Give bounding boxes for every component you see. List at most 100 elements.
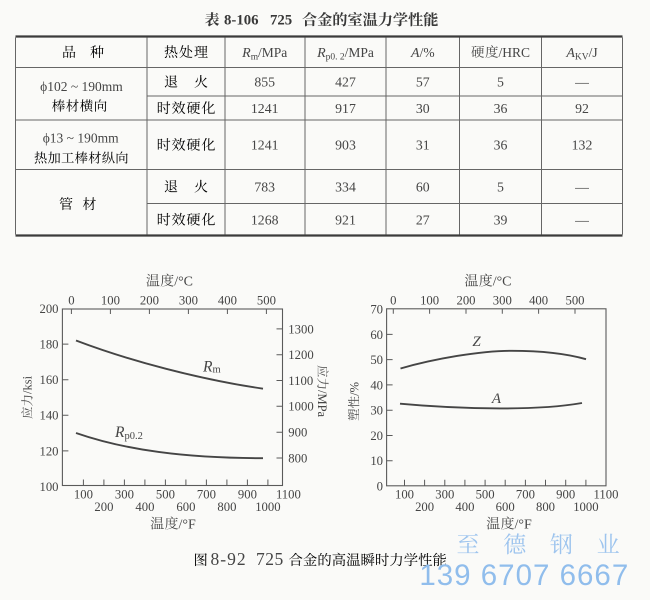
svg-text:0: 0 [377,479,383,493]
svg-text:31: 31 [416,138,430,153]
svg-text:600: 600 [176,500,195,514]
svg-text:1100: 1100 [288,374,313,388]
svg-text:/ksi: /ksi [21,375,35,394]
svg-text:60: 60 [370,328,383,342]
svg-text:855: 855 [254,75,275,90]
svg-text:/%: /% [347,382,361,396]
svg-text:50: 50 [370,353,383,367]
svg-text:700: 700 [197,488,216,502]
svg-text:92: 92 [575,101,589,116]
svg-text:100: 100 [420,293,439,307]
svg-text:p0. 2: p0. 2 [326,52,345,62]
svg-text:900: 900 [288,426,307,440]
svg-text:/%: /% [420,45,435,60]
svg-text:783: 783 [254,179,275,194]
svg-text:200: 200 [415,500,434,514]
svg-text:ϕ13 ~ 190mm: ϕ13 ~ 190mm [43,131,119,146]
svg-text:180: 180 [39,338,58,352]
svg-text:132: 132 [572,138,593,153]
svg-text:500: 500 [156,488,175,502]
svg-text:100: 100 [395,488,414,502]
svg-text:800: 800 [217,500,236,514]
svg-text:200: 200 [456,293,475,307]
svg-text:—: — [574,179,589,194]
svg-text:/MPa: /MPa [315,390,329,418]
svg-text:R: R [241,46,251,61]
svg-text:1241: 1241 [251,138,279,153]
svg-text:800: 800 [536,500,555,514]
svg-text:800: 800 [288,451,307,465]
svg-text:1300: 1300 [288,322,313,336]
svg-text:334: 334 [335,179,356,194]
svg-text:/MPa: /MPa [258,45,287,60]
svg-text:/°F: /°F [179,517,196,532]
svg-text:917: 917 [335,101,356,116]
svg-text:36: 36 [494,101,508,116]
svg-text:200: 200 [140,293,159,307]
svg-text:30: 30 [416,101,430,116]
svg-text:600: 600 [496,500,515,514]
svg-text:100: 100 [101,293,120,307]
svg-text:300: 300 [115,488,134,502]
svg-text:ϕ102 ~ 190mm: ϕ102 ~ 190mm [40,79,123,94]
svg-text:100: 100 [39,480,58,494]
svg-text:/°C: /°C [493,275,512,290]
svg-text:m: m [251,52,259,62]
svg-text:/J: /J [589,45,598,60]
svg-text:R: R [202,358,213,375]
svg-text:8-106: 8-106 [224,13,259,29]
svg-text:5: 5 [497,179,504,194]
svg-text:427: 427 [335,75,356,90]
svg-text:R: R [114,424,125,441]
svg-text:57: 57 [416,75,430,90]
svg-text:1268: 1268 [251,212,279,227]
svg-text:0: 0 [390,293,396,307]
svg-text:Z: Z [472,334,481,350]
svg-text:/MPa: /MPa [345,45,374,60]
svg-text:40: 40 [370,378,383,392]
svg-text:—: — [574,75,589,90]
svg-text:500: 500 [565,293,584,307]
svg-text:10: 10 [370,454,383,468]
svg-text:/°F: /°F [515,517,532,532]
svg-text:1241: 1241 [251,101,279,116]
svg-text:A: A [565,46,575,61]
svg-text:R: R [316,46,326,61]
svg-text:39: 39 [494,212,508,227]
svg-text:139 6707 6667: 139 6707 6667 [419,559,629,592]
svg-text:900: 900 [556,488,575,502]
svg-text:60: 60 [416,179,430,194]
svg-text:36: 36 [494,138,508,153]
svg-text:5: 5 [497,75,504,90]
svg-text:400: 400 [218,293,237,307]
svg-text:1000: 1000 [255,500,280,514]
svg-text:700: 700 [516,488,535,502]
svg-text:500: 500 [257,293,276,307]
svg-text:70: 70 [370,303,383,317]
svg-text:/°C: /°C [174,275,193,290]
svg-text:27: 27 [416,212,430,227]
svg-text:400: 400 [529,293,548,307]
svg-text:30: 30 [370,404,383,418]
svg-text:400: 400 [135,500,154,514]
svg-text:1100: 1100 [594,488,619,502]
svg-text:—: — [574,212,589,227]
svg-text:20: 20 [370,429,383,443]
svg-text:300: 300 [435,488,454,502]
svg-text:160: 160 [39,373,58,387]
svg-text:400: 400 [455,500,474,514]
svg-text:903: 903 [335,138,356,153]
svg-text:p0.2: p0.2 [125,431,143,442]
svg-text:500: 500 [476,488,495,502]
svg-text:1000: 1000 [573,500,598,514]
svg-text:m: m [213,364,221,375]
svg-text:1000: 1000 [288,400,313,414]
svg-text:100: 100 [74,488,93,502]
svg-text:120: 120 [39,444,58,458]
svg-text:A: A [491,391,502,407]
svg-text:KV: KV [575,52,589,62]
svg-text:300: 300 [493,293,512,307]
svg-text:1100: 1100 [276,488,301,502]
svg-text:A: A [410,46,420,61]
svg-text:1200: 1200 [288,348,313,362]
